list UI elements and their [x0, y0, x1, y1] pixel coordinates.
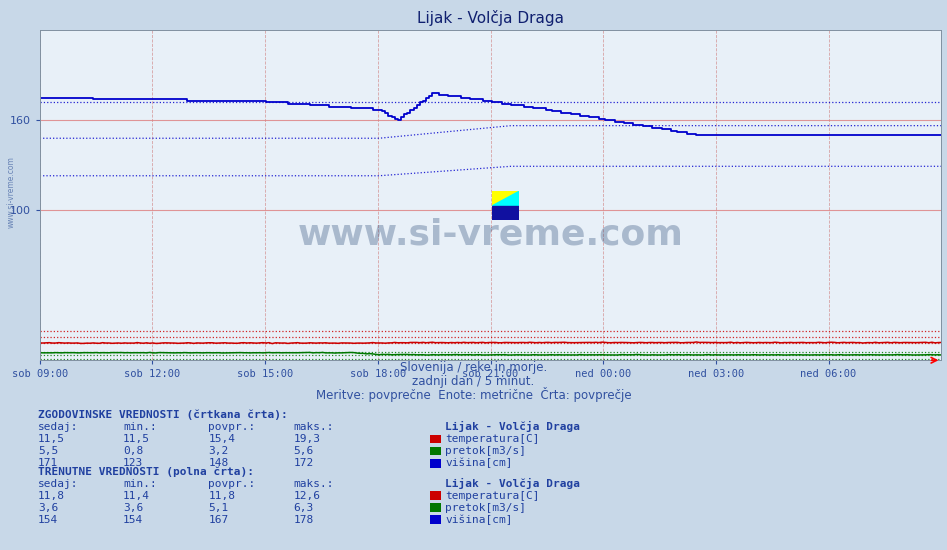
- Text: 11,5: 11,5: [38, 434, 65, 444]
- Text: Lijak - Volčja Draga: Lijak - Volčja Draga: [445, 421, 581, 432]
- Text: Slovenija / reke in morje.: Slovenija / reke in morje.: [400, 361, 547, 374]
- Text: višina[cm]: višina[cm]: [445, 515, 512, 525]
- Text: temperatura[C]: temperatura[C]: [445, 434, 540, 444]
- Text: Lijak - Volčja Draga: Lijak - Volčja Draga: [445, 478, 581, 489]
- Text: pretok[m3/s]: pretok[m3/s]: [445, 446, 527, 456]
- Text: 0,8: 0,8: [123, 446, 143, 456]
- Text: TRENUTNE VREDNOSTI (polna črta):: TRENUTNE VREDNOSTI (polna črta):: [38, 466, 254, 477]
- Text: maks.:: maks.:: [294, 478, 334, 489]
- Text: www.si-vreme.com: www.si-vreme.com: [297, 218, 684, 252]
- Text: 167: 167: [208, 515, 228, 525]
- Text: 12,6: 12,6: [294, 491, 321, 501]
- Text: 11,8: 11,8: [38, 491, 65, 501]
- Text: 6,3: 6,3: [294, 503, 313, 513]
- Text: sedaj:: sedaj:: [38, 422, 79, 432]
- Polygon shape: [492, 191, 519, 206]
- Text: 15,4: 15,4: [208, 434, 236, 444]
- Text: 154: 154: [123, 515, 143, 525]
- Text: pretok[m3/s]: pretok[m3/s]: [445, 503, 527, 513]
- Text: min.:: min.:: [123, 422, 157, 432]
- Text: 3,6: 3,6: [38, 503, 58, 513]
- Text: 172: 172: [294, 458, 313, 469]
- Text: sedaj:: sedaj:: [38, 478, 79, 489]
- Text: 11,8: 11,8: [208, 491, 236, 501]
- Text: 11,5: 11,5: [123, 434, 151, 444]
- Text: 148: 148: [208, 458, 228, 469]
- Text: povpr.:: povpr.:: [208, 478, 256, 489]
- Text: 171: 171: [38, 458, 58, 469]
- Text: 3,2: 3,2: [208, 446, 228, 456]
- Text: 19,3: 19,3: [294, 434, 321, 444]
- Text: 5,6: 5,6: [294, 446, 313, 456]
- Text: www.si-vreme.com: www.si-vreme.com: [7, 157, 16, 228]
- Text: ZGODOVINSKE VREDNOSTI (črtkana črta):: ZGODOVINSKE VREDNOSTI (črtkana črta):: [38, 410, 288, 420]
- Polygon shape: [492, 206, 519, 220]
- Text: zadnji dan / 5 minut.: zadnji dan / 5 minut.: [412, 375, 535, 388]
- Text: povpr.:: povpr.:: [208, 422, 256, 432]
- Polygon shape: [492, 191, 519, 206]
- Text: 123: 123: [123, 458, 143, 469]
- Title: Lijak - Volčja Draga: Lijak - Volčja Draga: [417, 10, 564, 26]
- Text: temperatura[C]: temperatura[C]: [445, 491, 540, 501]
- Text: Meritve: povprečne  Enote: metrične  Črta: povprečje: Meritve: povprečne Enote: metrične Črta:…: [315, 387, 632, 402]
- Text: 5,5: 5,5: [38, 446, 58, 456]
- Text: maks.:: maks.:: [294, 422, 334, 432]
- Text: 5,1: 5,1: [208, 503, 228, 513]
- Text: višina[cm]: višina[cm]: [445, 458, 512, 469]
- Text: 11,4: 11,4: [123, 491, 151, 501]
- Text: 3,6: 3,6: [123, 503, 143, 513]
- Text: 178: 178: [294, 515, 313, 525]
- Text: min.:: min.:: [123, 478, 157, 489]
- Text: 154: 154: [38, 515, 58, 525]
